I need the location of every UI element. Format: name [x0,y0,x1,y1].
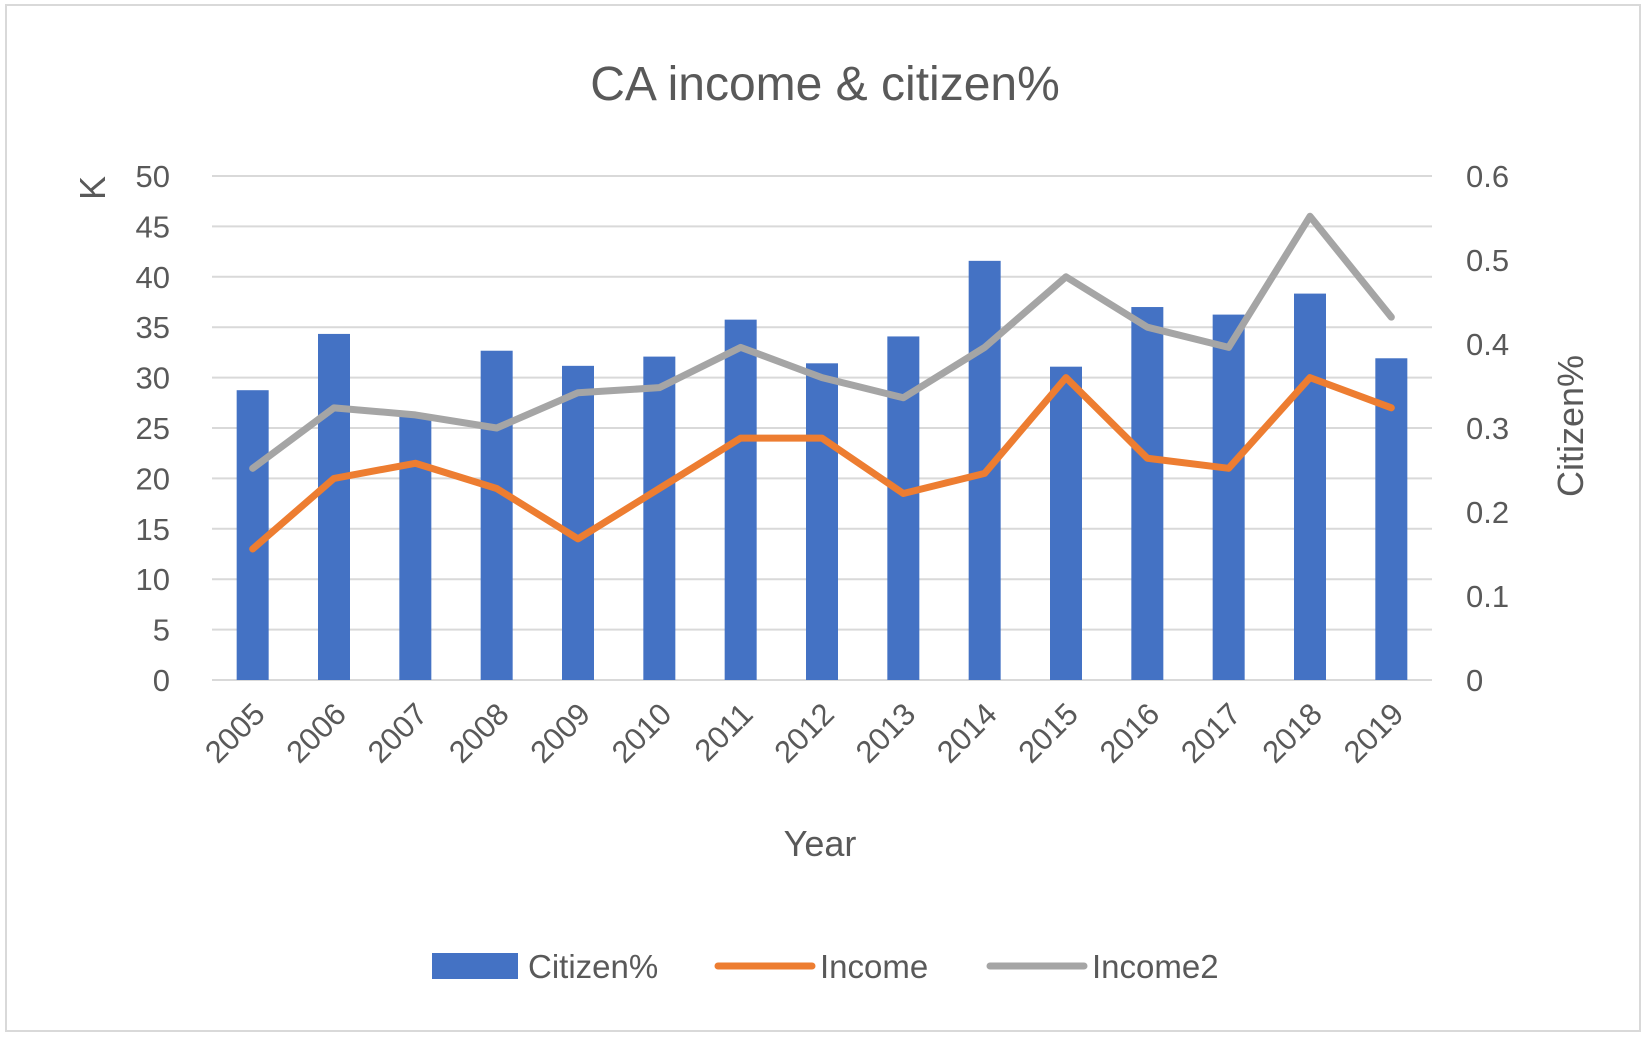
x-tick-label: 2015 [1011,696,1085,770]
y-tick-label: 15 [136,512,170,547]
y2-tick-label: 0.2 [1466,495,1509,530]
y-tick-label: 0 [153,663,170,698]
line-income2 [249,212,1395,472]
bar [806,363,838,680]
x-tick-label: 2006 [279,696,353,770]
y-axis-title: K [72,176,113,200]
y2-axis-title: Citizen% [1550,355,1591,497]
x-tick-label: 2010 [605,696,679,770]
bar [1050,366,1082,680]
x-axis-title: Year [784,823,857,864]
x-tick-label: 2018 [1255,696,1329,770]
bar [1131,307,1164,680]
y-axis-ticks: 0 5 10 15 20 25 30 35 40 45 50 [136,159,170,698]
x-tick-label: 2017 [1174,696,1248,770]
legend-label: Income [820,948,928,985]
y-tick-label: 20 [136,461,170,496]
legend-label: Citizen% [528,948,658,985]
legend-swatch [432,953,518,979]
y2-tick-label: 0 [1466,663,1483,698]
x-tick-label: 2013 [849,696,923,770]
y2-tick-label: 0.1 [1466,579,1509,614]
bar [724,319,757,680]
x-tick-label: 2019 [1337,696,1411,770]
y2-axis-ticks: 0 0.1 0.2 0.3 0.4 0.5 0.6 [1466,159,1509,698]
x-tick-label: 2012 [767,696,841,770]
line-income [249,374,1395,553]
x-tick-label: 2009 [523,696,597,770]
y2-tick-label: 0.5 [1466,243,1509,278]
y-tick-label: 35 [136,310,170,345]
y2-tick-label: 0.4 [1466,327,1509,362]
x-tick-label: 2008 [442,696,516,770]
y-tick-label: 50 [136,159,170,194]
bar [1375,358,1408,680]
y-tick-label: 10 [136,562,170,597]
x-tick-label: 2011 [688,696,760,768]
chart-title: CA income & citizen% [590,58,1060,111]
bar [1212,314,1245,680]
bar [562,365,594,680]
bar [643,356,676,680]
y-tick-label: 45 [136,209,170,244]
bar [318,333,350,680]
y-tick-label: 25 [136,411,170,446]
bar [399,415,432,680]
bar [480,350,513,680]
bar-series [236,260,1408,680]
y2-tick-label: 0.6 [1466,159,1509,194]
x-tick-label: 2007 [361,696,435,770]
y-tick-label: 30 [136,361,170,396]
x-tick-label: 2016 [1093,696,1167,770]
bar [1294,293,1326,680]
legend: Citizen% Income Income2 [432,948,1219,985]
y2-tick-label: 0.3 [1466,411,1509,446]
x-axis-ticks: 2005 2006 2007 2008 2009 2010 2011 2012 2013 2014… [198,696,1410,770]
y-tick-label: 40 [136,260,170,295]
x-tick-label: 2005 [198,696,272,770]
line-series [249,212,1395,553]
y-tick-label: 5 [153,613,170,648]
x-tick-label: 2014 [930,696,1004,770]
legend-label: Income2 [1092,948,1219,985]
